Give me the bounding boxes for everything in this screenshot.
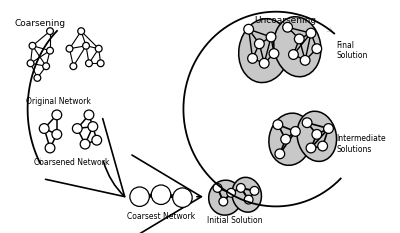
Circle shape	[269, 49, 279, 58]
Circle shape	[84, 110, 94, 120]
Text: Final
Solution: Final Solution	[336, 41, 368, 60]
Ellipse shape	[297, 111, 336, 161]
Circle shape	[283, 22, 292, 32]
Circle shape	[275, 149, 285, 159]
Circle shape	[83, 42, 90, 49]
Circle shape	[273, 120, 283, 130]
Text: Initial Solution: Initial Solution	[207, 216, 263, 225]
Text: Coarsening: Coarsening	[15, 20, 66, 28]
Circle shape	[72, 124, 82, 134]
Text: Coarsest Network: Coarsest Network	[127, 212, 195, 221]
Circle shape	[290, 127, 300, 136]
Circle shape	[266, 32, 276, 42]
Ellipse shape	[274, 17, 321, 77]
Circle shape	[95, 45, 102, 52]
Circle shape	[306, 143, 316, 153]
Text: Original Network: Original Network	[26, 97, 91, 106]
Circle shape	[324, 124, 333, 134]
Circle shape	[78, 28, 84, 34]
Circle shape	[34, 75, 41, 81]
Circle shape	[45, 143, 55, 153]
Circle shape	[288, 50, 298, 59]
Circle shape	[300, 55, 310, 65]
Circle shape	[47, 28, 54, 34]
Circle shape	[88, 122, 98, 131]
Circle shape	[130, 187, 149, 206]
Text: Intermediate
Solutions: Intermediate Solutions	[336, 134, 386, 154]
Circle shape	[219, 197, 228, 206]
Circle shape	[259, 58, 269, 68]
Circle shape	[318, 141, 328, 151]
Circle shape	[312, 130, 322, 139]
Circle shape	[80, 139, 90, 149]
Circle shape	[236, 184, 245, 192]
Circle shape	[227, 188, 236, 197]
Circle shape	[213, 184, 222, 192]
Ellipse shape	[269, 113, 312, 165]
Circle shape	[27, 60, 34, 67]
Circle shape	[312, 44, 322, 54]
Circle shape	[70, 63, 77, 70]
Ellipse shape	[232, 177, 262, 212]
Circle shape	[250, 186, 259, 195]
Circle shape	[39, 124, 49, 134]
Ellipse shape	[209, 180, 242, 215]
Circle shape	[86, 60, 92, 67]
Text: Uncoarsening: Uncoarsening	[254, 16, 317, 24]
Circle shape	[306, 28, 316, 38]
Circle shape	[52, 130, 62, 139]
Circle shape	[281, 134, 290, 144]
Circle shape	[244, 24, 254, 34]
Circle shape	[254, 39, 264, 49]
Circle shape	[43, 63, 50, 70]
Circle shape	[294, 34, 304, 44]
Circle shape	[92, 135, 102, 145]
Ellipse shape	[239, 19, 290, 82]
Circle shape	[52, 110, 62, 120]
Circle shape	[97, 60, 104, 67]
Circle shape	[302, 118, 312, 127]
Circle shape	[151, 185, 171, 205]
Circle shape	[66, 45, 73, 52]
Circle shape	[47, 47, 54, 54]
Circle shape	[248, 54, 258, 63]
Text: Coarsened Network: Coarsened Network	[34, 158, 109, 167]
Circle shape	[173, 188, 192, 207]
Circle shape	[29, 42, 36, 49]
Circle shape	[244, 195, 253, 204]
